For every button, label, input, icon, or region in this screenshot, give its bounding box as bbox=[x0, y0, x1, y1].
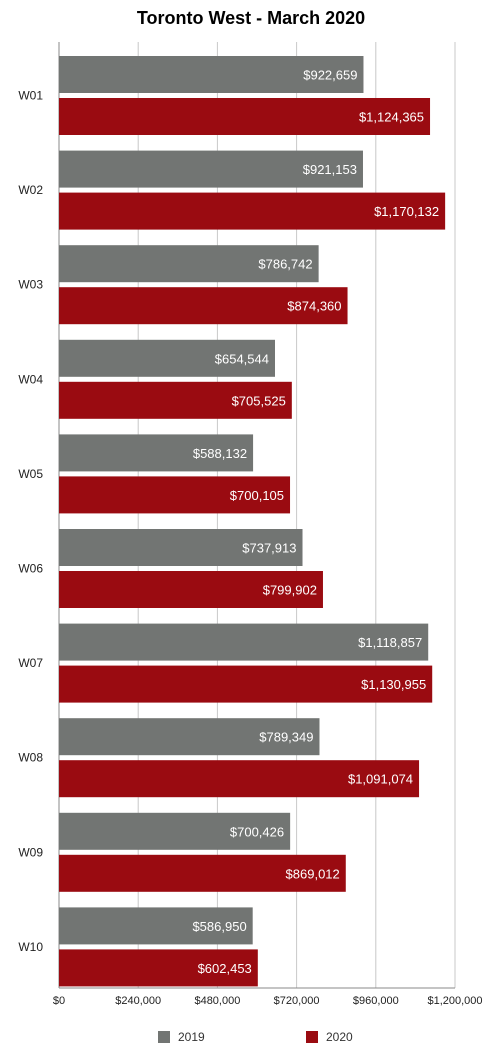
x-tick-label: $1,200,000 bbox=[427, 995, 482, 1007]
bar-value-label: $705,525 bbox=[232, 393, 286, 408]
y-tick-label: W01 bbox=[18, 89, 43, 103]
bar-2019 bbox=[59, 56, 364, 93]
bar-2019 bbox=[59, 529, 303, 566]
bar-value-label: $922,659 bbox=[303, 68, 357, 83]
bar-value-label: $586,950 bbox=[192, 919, 246, 934]
bar-value-label: $1,124,365 bbox=[359, 110, 424, 125]
bar-2020 bbox=[59, 854, 346, 892]
bar-2020 bbox=[59, 949, 258, 987]
bar-value-label: $737,913 bbox=[242, 541, 296, 556]
bar-value-label: $588,132 bbox=[193, 446, 247, 461]
bar-2019 bbox=[59, 434, 254, 472]
legend-swatch-2020 bbox=[306, 1031, 318, 1043]
legend-swatch-2019 bbox=[158, 1031, 170, 1043]
bar-2019 bbox=[59, 245, 319, 283]
bar-value-label: $700,426 bbox=[230, 824, 284, 839]
bar-2020 bbox=[59, 381, 292, 419]
bar-2020 bbox=[59, 571, 323, 608]
bar-2019 bbox=[59, 907, 253, 945]
bar-value-label: $869,012 bbox=[286, 866, 340, 881]
x-tick-label: $720,000 bbox=[274, 995, 320, 1007]
bar-2019 bbox=[59, 339, 275, 377]
bar-value-label: $654,544 bbox=[215, 351, 269, 366]
bar-value-label: $874,360 bbox=[287, 299, 341, 314]
bar-value-label: $799,902 bbox=[263, 583, 317, 598]
y-tick-label: W06 bbox=[18, 562, 43, 576]
legend-label-2020: 2020 bbox=[326, 1030, 353, 1044]
bar-value-label: $1,118,857 bbox=[358, 635, 422, 650]
bar-2020 bbox=[59, 287, 348, 325]
chart-title: Toronto West - March 2020 bbox=[136, 8, 366, 28]
x-tick-label: $240,000 bbox=[115, 995, 161, 1007]
legend-item-2019: 2019 bbox=[158, 1030, 205, 1044]
bar-value-label: $602,453 bbox=[198, 961, 252, 976]
bar-value-label: $921,153 bbox=[303, 162, 357, 177]
bar-value-label: $700,105 bbox=[230, 488, 284, 503]
y-tick-label: W02 bbox=[18, 183, 43, 197]
bar-value-label: $786,742 bbox=[258, 257, 312, 272]
bar-2020 bbox=[59, 665, 433, 703]
bar-2020 bbox=[59, 476, 291, 514]
y-tick-label: W04 bbox=[18, 372, 43, 386]
bar-value-label: $1,091,074 bbox=[348, 772, 413, 787]
bar-2020 bbox=[59, 760, 420, 798]
bar-value-label: $789,349 bbox=[259, 730, 313, 745]
x-tick-label: $480,000 bbox=[194, 995, 240, 1007]
legend-item-2020: 2020 bbox=[306, 1030, 353, 1044]
legend-label-2019: 2019 bbox=[178, 1030, 205, 1044]
y-tick-label: W03 bbox=[18, 278, 43, 292]
bar-2020 bbox=[59, 192, 446, 230]
y-tick-label: W05 bbox=[18, 467, 43, 481]
y-tick-label: W08 bbox=[18, 751, 43, 765]
bar-2019 bbox=[59, 150, 363, 188]
y-tick-label: W07 bbox=[18, 656, 43, 670]
y-tick-label: W09 bbox=[18, 845, 43, 859]
bar-value-label: $1,130,955 bbox=[361, 677, 426, 692]
bar-2019 bbox=[59, 812, 291, 850]
bar-2020 bbox=[59, 98, 431, 135]
bar-2019 bbox=[59, 718, 320, 756]
y-tick-label: W10 bbox=[18, 940, 43, 954]
bar-2019 bbox=[59, 623, 429, 661]
x-tick-label: $960,000 bbox=[353, 995, 399, 1007]
bar-value-label: $1,170,132 bbox=[374, 204, 439, 219]
x-tick-label: $0 bbox=[53, 995, 65, 1007]
